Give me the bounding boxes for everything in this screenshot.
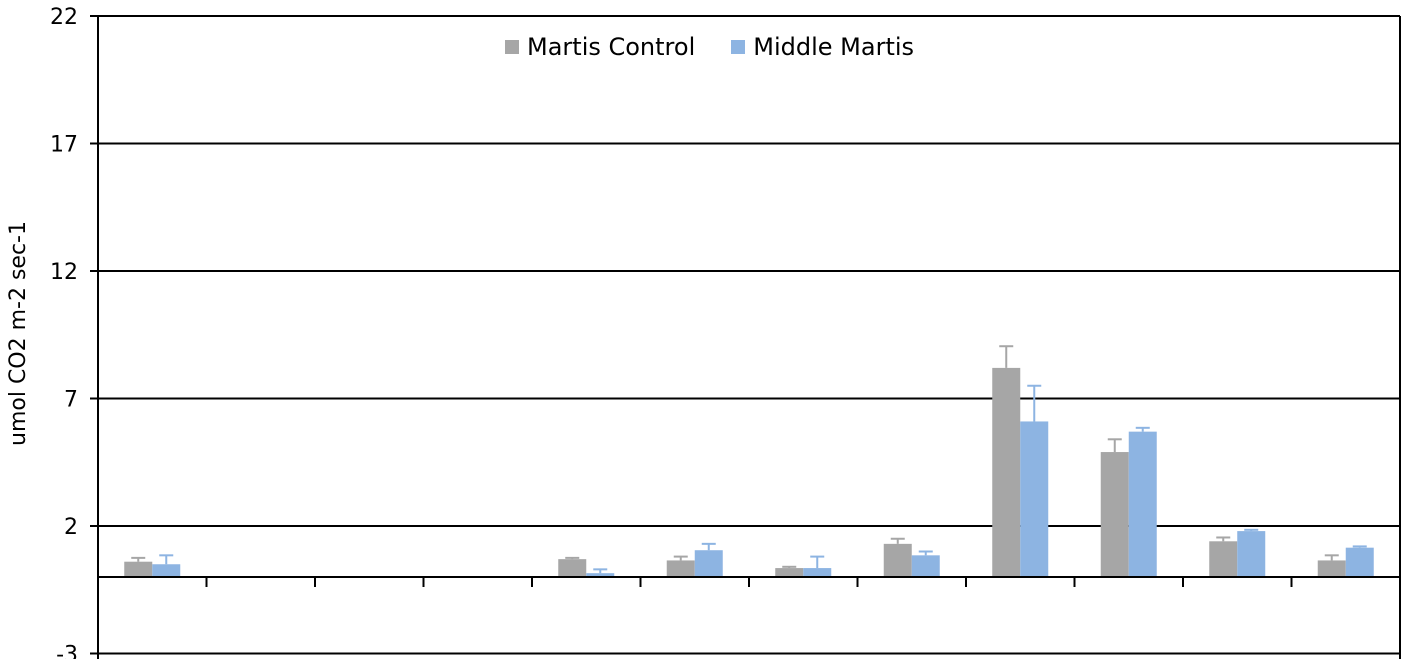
bar bbox=[1020, 421, 1049, 577]
y-tick-label: 22 bbox=[50, 5, 78, 30]
bar bbox=[775, 568, 804, 577]
legend-swatch bbox=[731, 40, 746, 54]
y-tick-label: 17 bbox=[50, 133, 78, 158]
legend-item-series-2: Middle Martis bbox=[731, 33, 914, 61]
y-tick-label: 2 bbox=[64, 515, 78, 540]
bar bbox=[666, 560, 695, 577]
bar bbox=[1345, 547, 1374, 577]
y-axis-label-text: umol CO2 m-2 sec-1 bbox=[6, 221, 31, 446]
y-tick-label: -3 bbox=[56, 643, 78, 659]
bar bbox=[803, 568, 832, 577]
bar bbox=[694, 550, 723, 577]
y-tick-label: 7 bbox=[64, 388, 78, 413]
legend-item-series-1: Martis Control bbox=[505, 33, 695, 61]
bar bbox=[1317, 560, 1346, 577]
bar-layer bbox=[124, 367, 1374, 577]
bar bbox=[1237, 531, 1266, 577]
bar bbox=[124, 561, 153, 577]
gridlines bbox=[98, 142, 1400, 655]
bar bbox=[1128, 431, 1157, 577]
bar bbox=[911, 555, 940, 577]
legend-swatch bbox=[505, 40, 519, 54]
legend-label: Middle Martis bbox=[753, 33, 915, 61]
legend: Martis Control Middle Martis bbox=[505, 30, 914, 64]
error-bar-layer bbox=[131, 345, 1367, 574]
y-axis-label: umol CO2 m-2 sec-1 bbox=[6, 216, 38, 446]
bar bbox=[992, 367, 1021, 577]
y-tick-label: 12 bbox=[50, 260, 78, 285]
y-tick-labels: -3 2 7 12 17 22 bbox=[50, 5, 78, 659]
bar bbox=[558, 559, 587, 577]
bar bbox=[1100, 452, 1129, 577]
bar bbox=[883, 543, 912, 577]
bar bbox=[152, 564, 181, 577]
legend-label: Martis Control bbox=[527, 33, 696, 61]
bar bbox=[586, 573, 615, 577]
bar bbox=[1209, 541, 1238, 577]
axes bbox=[90, 15, 1401, 659]
